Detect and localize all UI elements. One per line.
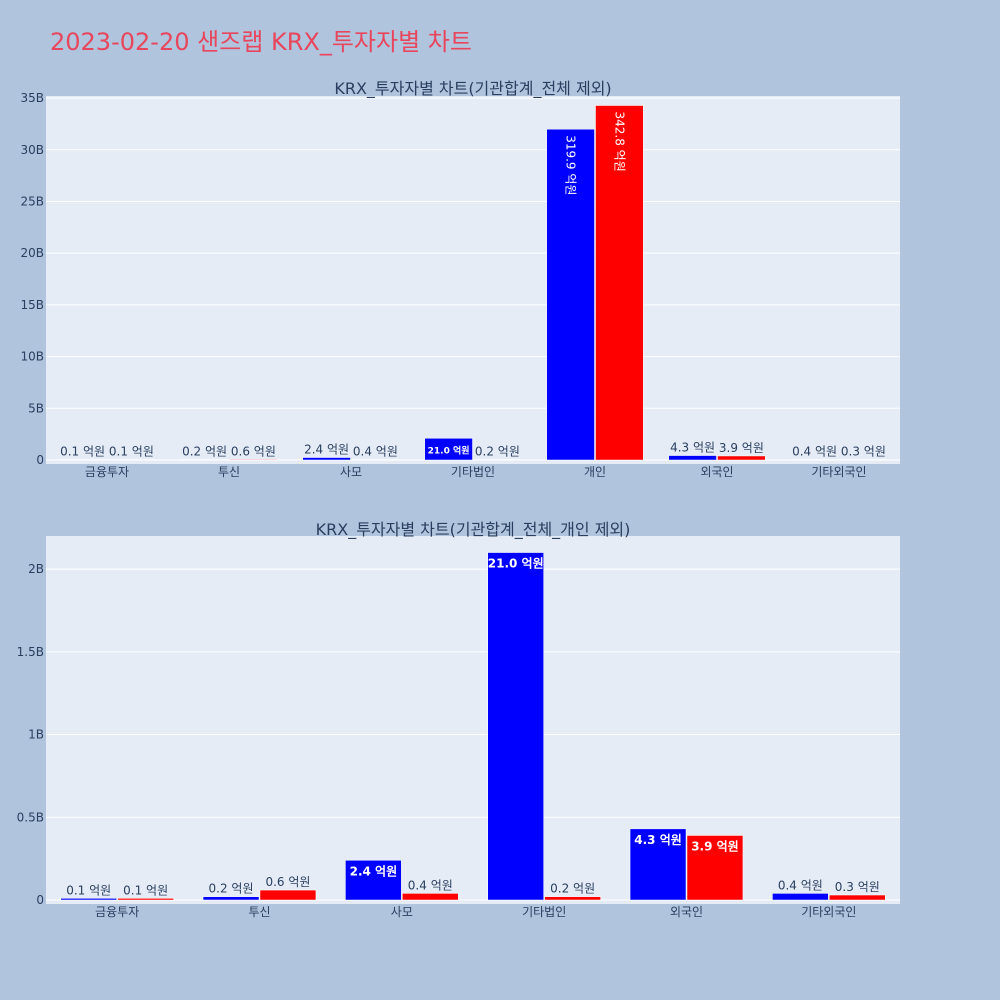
bar [259, 889, 317, 901]
y-tick-label: 35B [20, 91, 44, 105]
bar [60, 898, 117, 901]
bar [546, 128, 595, 461]
x-tick-label: 기타외국인 [801, 905, 856, 919]
bar [595, 105, 644, 461]
y-tick-label: 25B [20, 194, 44, 208]
data-label: 0.4 억원 [408, 878, 453, 892]
bar [829, 894, 886, 901]
x-tick-label: 기타법인 [522, 905, 566, 919]
y-tick-label: 1.5B [17, 645, 44, 659]
y-tick-label: 5B [28, 401, 44, 415]
bar [202, 896, 260, 901]
bar [686, 835, 744, 901]
bar [402, 893, 459, 901]
bar [487, 552, 544, 901]
bar [772, 893, 829, 901]
bar [345, 860, 402, 901]
bar [717, 455, 766, 461]
data-label: 0.1 억원 [60, 445, 105, 459]
bar [839, 459, 888, 461]
x-tick-label: 외국인 [700, 465, 733, 479]
bar [668, 455, 717, 461]
data-label: 4.3 억원 [670, 441, 715, 455]
x-tick-label: 기타외국인 [811, 465, 866, 479]
bar [424, 438, 473, 461]
bar [473, 459, 522, 461]
data-label: 0.6 억원 [231, 444, 276, 458]
bar [58, 459, 107, 461]
data-label: 0.1 억원 [66, 883, 111, 897]
data-label: 0.1 억원 [123, 883, 168, 897]
x-tick-label: 금융투자 [95, 905, 139, 919]
data-label: 3.9 억원 [719, 441, 764, 455]
data-label: 21.0 억원 [428, 444, 470, 456]
data-label: 0.2 억원 [182, 445, 227, 459]
x-tick-label: 외국인 [670, 905, 703, 919]
y-tick-label: 0 [36, 453, 44, 467]
y-tick-label: 2B [28, 562, 44, 576]
data-label: 0.4 억원 [778, 878, 823, 892]
data-label: 3.9 억원 [691, 839, 739, 853]
data-label: 0.2 억원 [475, 445, 520, 459]
x-tick-label: 투신 [218, 465, 240, 479]
y-tick-label: 0 [36, 893, 44, 907]
data-label: 0.2 억원 [209, 882, 254, 896]
plot-area [46, 96, 900, 464]
data-label: 2.4 억원 [350, 864, 398, 878]
bar [629, 828, 687, 901]
data-label: 0.3 억원 [835, 880, 880, 894]
bar [544, 896, 601, 901]
x-tick-label: 개인 [584, 465, 606, 479]
y-tick-label: 10B [20, 350, 44, 364]
data-label: 0.4 억원 [792, 445, 837, 459]
y-tick-label: 15B [20, 298, 44, 312]
bar [351, 459, 400, 461]
x-tick-label: 기타법인 [451, 465, 495, 479]
x-tick-label: 금융투자 [85, 465, 129, 479]
x-tick-label: 투신 [248, 905, 270, 919]
y-tick-label: 0.5B [17, 810, 44, 824]
chart-investor-excl-individual: 0 0.5B 1B 1.5B 2B KRX_투자자별 차트(기관합계_전체_개인 제외) 금… [17, 520, 900, 919]
y-tick-label: 20B [20, 246, 44, 260]
data-label: 0.3 억원 [841, 445, 886, 459]
data-label: 4.3 억원 [634, 833, 682, 847]
bar [180, 459, 229, 461]
data-label: 0.1 억원 [109, 445, 154, 459]
bar [790, 459, 839, 461]
bar [107, 459, 156, 461]
chart-title: KRX_투자자별 차트(기관합계_전체_개인 제외) [316, 520, 631, 540]
y-tick-label: 30B [20, 143, 44, 157]
bar [229, 459, 278, 461]
data-label: 0.2 억원 [550, 882, 595, 896]
data-label: 0.4 억원 [353, 445, 398, 459]
data-label: 0.6 억원 [265, 875, 310, 889]
page-title: 2023-02-20 샌즈랩 KRX_투자자별 차트 [50, 28, 472, 56]
x-tick-label: 사모 [340, 465, 362, 479]
chart-title: KRX_투자자별 차트(기관합계_전체 제외) [334, 79, 611, 99]
bar [117, 898, 174, 901]
data-label: 21.0 억원 [488, 557, 544, 571]
plot-area [46, 536, 900, 904]
y-tick-label: 1B [28, 728, 44, 742]
data-label: 342.8 억원 [612, 112, 626, 172]
x-tick-label: 사모 [391, 905, 413, 919]
bar [302, 457, 351, 461]
data-label: 319.9 억원 [564, 135, 578, 195]
data-label: 2.4 억원 [304, 443, 349, 457]
chart-investor-all: 0 5B 10B 15B 20B 25B 30B 35B KRX_투자자별 차트(기관합계_전체… [20, 79, 900, 479]
